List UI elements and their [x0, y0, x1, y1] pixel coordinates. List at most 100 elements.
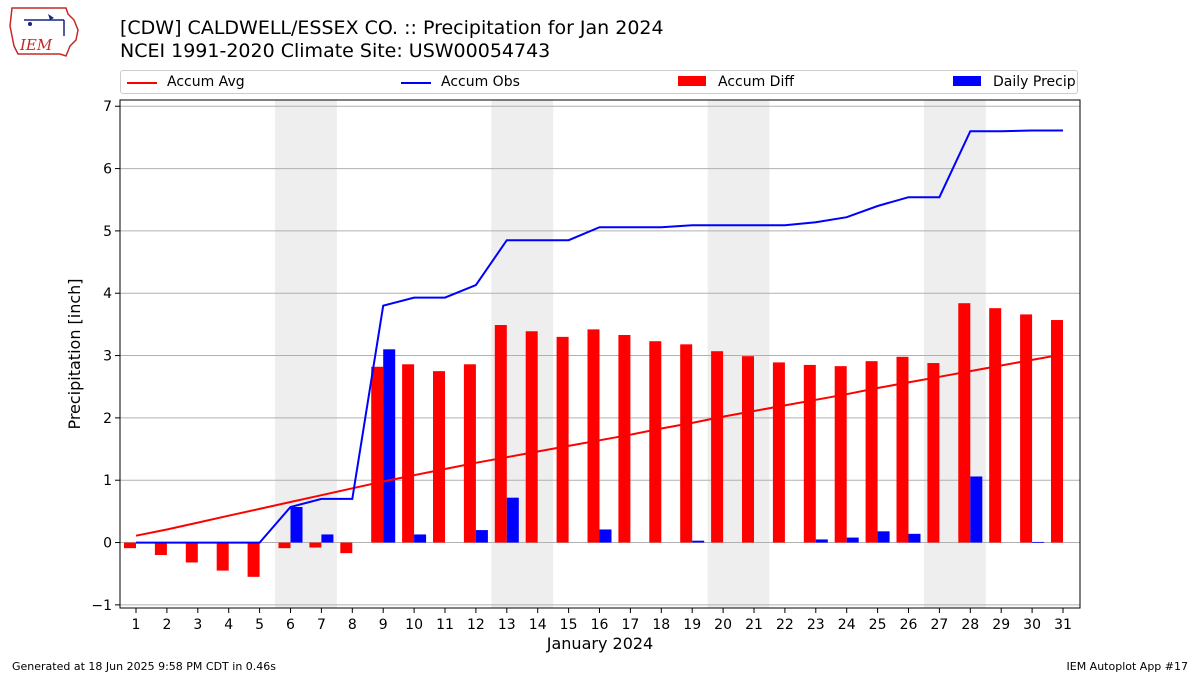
- xtick-label-5: 5: [255, 617, 264, 633]
- xtick-label-3: 3: [193, 617, 202, 633]
- xtick-label-9: 9: [379, 617, 388, 633]
- ytick-label-4: 4: [103, 286, 112, 302]
- xtick-label-8: 8: [348, 617, 357, 633]
- bar-daily-precip-day-28: [970, 476, 983, 543]
- xtick-label-6: 6: [286, 617, 295, 633]
- bar-daily-precip-day-16: [599, 529, 612, 543]
- xtick-label-29: 29: [992, 617, 1010, 633]
- bar-daily-precip-day-30: [1032, 541, 1045, 543]
- bar-daily-precip-day-6: [290, 507, 303, 543]
- ytick-label-0: 0: [103, 536, 112, 552]
- bar-accum-diff-day-23: [803, 364, 816, 543]
- bar-accum-diff-day-6: [278, 542, 291, 549]
- xtick-label-15: 15: [560, 617, 578, 633]
- bar-accum-diff-day-26: [896, 356, 909, 543]
- bar-daily-precip-day-24: [846, 537, 859, 543]
- xtick-label-2: 2: [162, 617, 171, 633]
- legend-label-accum-avg: Accum Avg: [167, 74, 245, 90]
- xtick-label-21: 21: [745, 617, 763, 633]
- logo-text: IEM: [19, 36, 53, 54]
- weekend-band-0: [275, 100, 337, 608]
- xtick-label-19: 19: [683, 617, 701, 633]
- ytick-label--1: −1: [91, 598, 112, 614]
- bar-accum-diff-day-22: [772, 362, 785, 543]
- xtick-label-11: 11: [436, 617, 454, 633]
- bar-accum-diff-day-28: [958, 303, 971, 543]
- bar-accum-diff-day-19: [680, 344, 693, 543]
- xtick-label-14: 14: [529, 617, 547, 633]
- xtick-label-12: 12: [467, 617, 485, 633]
- line-accum-avg: [135, 353, 1064, 537]
- xtick-label-1: 1: [132, 617, 141, 633]
- y-axis-label: Precipitation [inch]: [65, 278, 84, 429]
- legend-label-accum-obs: Accum Obs: [441, 74, 520, 90]
- bar-accum-diff-day-14: [525, 331, 538, 543]
- legend-swatch-daily-precip: [953, 76, 981, 86]
- bar-accum-diff-day-4: [216, 542, 229, 571]
- line-accum-obs: [136, 129, 1063, 544]
- legend-swatch-accum-obs: [401, 82, 431, 84]
- chart-title: [CDW] CALDWELL/ESSEX CO. :: Precipitatio…: [120, 17, 664, 39]
- ytick-label-6: 6: [103, 162, 112, 178]
- footer-generated: Generated at 18 Jun 2025 9:58 PM CDT in …: [12, 660, 277, 673]
- xtick-label-26: 26: [900, 617, 918, 633]
- legend-swatch-accum-avg: [127, 82, 157, 84]
- bar-accum-diff-day-29: [989, 308, 1002, 543]
- xtick-label-31: 31: [1054, 617, 1072, 633]
- x-axis-label: January 2024: [546, 634, 653, 653]
- xtick-label-24: 24: [838, 617, 856, 633]
- bar-accum-diff-day-3: [185, 542, 198, 563]
- bar-accum-diff-day-21: [742, 356, 754, 543]
- xtick-label-7: 7: [317, 617, 326, 633]
- chart-subtitle: NCEI 1991-2020 Climate Site: USW00054743: [120, 40, 551, 62]
- bar-accum-diff-day-30: [1020, 314, 1033, 543]
- xtick-label-28: 28: [961, 617, 979, 633]
- xtick-label-10: 10: [405, 617, 423, 633]
- bar-accum-diff-day-9: [371, 366, 384, 543]
- xtick-label-17: 17: [621, 617, 639, 633]
- ytick-label-2: 2: [103, 411, 112, 427]
- bar-daily-precip-day-23: [815, 539, 828, 543]
- xtick-label-16: 16: [591, 617, 609, 633]
- bar-accum-diff-day-20: [711, 351, 724, 543]
- bar-daily-precip-day-19: [692, 540, 705, 543]
- bar-accum-diff-day-15: [556, 336, 569, 543]
- iem-logo: IEM: [9, 7, 79, 57]
- bar-accum-diff-day-5: [247, 542, 260, 577]
- xtick-label-27: 27: [930, 617, 948, 633]
- bar-accum-diff-day-2: [154, 542, 167, 556]
- bar-accum-diff-day-10: [402, 364, 415, 543]
- bar-accum-diff-day-31: [1051, 320, 1063, 543]
- xtick-label-22: 22: [776, 617, 794, 633]
- bar-daily-precip-day-25: [877, 531, 890, 543]
- bar-daily-precip-day-12: [475, 530, 488, 543]
- xtick-label-13: 13: [498, 617, 516, 633]
- bar-accum-diff-day-17: [618, 334, 631, 543]
- bar-accum-diff-day-25: [865, 361, 878, 543]
- bar-accum-diff-day-11: [433, 371, 445, 543]
- bar-accum-diff-day-18: [649, 341, 662, 543]
- footer-app: IEM Autoplot App #17: [1066, 660, 1189, 673]
- xtick-label-23: 23: [807, 617, 825, 633]
- ytick-label-7: 7: [103, 99, 112, 115]
- bar-accum-diff-day-1: [124, 542, 136, 549]
- ytick-label-1: 1: [103, 473, 112, 489]
- xtick-label-25: 25: [869, 617, 887, 633]
- xtick-label-18: 18: [652, 617, 670, 633]
- bar-accum-diff-day-7: [309, 542, 322, 548]
- bar-accum-diff-day-8: [340, 542, 353, 554]
- bar-daily-precip-day-9: [383, 349, 396, 543]
- xtick-label-20: 20: [714, 617, 732, 633]
- xtick-label-30: 30: [1023, 617, 1041, 633]
- ytick-label-5: 5: [103, 224, 112, 240]
- legend-label-accum-diff: Accum Diff: [718, 74, 795, 90]
- bar-daily-precip-day-13: [506, 497, 519, 543]
- ytick-label-3: 3: [103, 349, 112, 365]
- bar-accum-diff-day-13: [494, 325, 507, 543]
- legend-swatch-accum-diff: [678, 76, 706, 86]
- legend-label-daily-precip: Daily Precip: [993, 74, 1076, 90]
- bar-daily-precip-day-7: [321, 534, 334, 543]
- xtick-label-4: 4: [224, 617, 233, 633]
- bar-daily-precip-day-26: [908, 533, 921, 543]
